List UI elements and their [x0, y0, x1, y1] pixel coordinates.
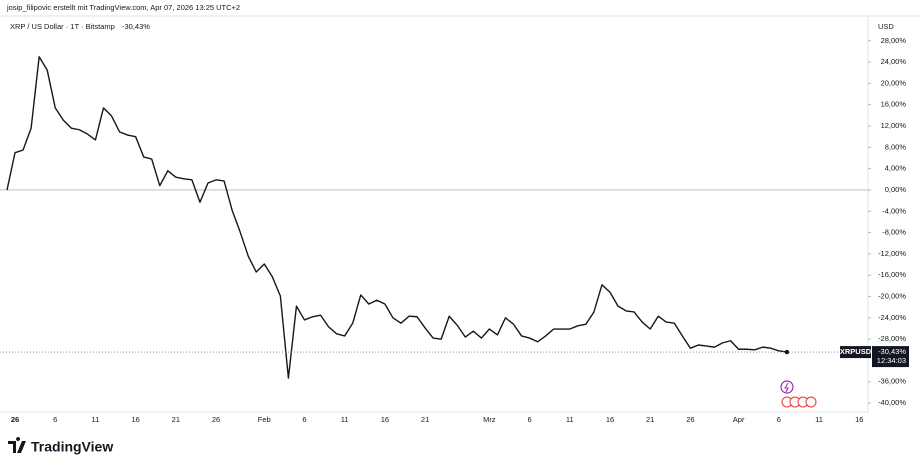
price-tag-time: 12:34:03 — [877, 356, 906, 365]
x-tick-label: 26 — [212, 415, 220, 424]
symbol-title: XRP / US Dollar · 1T · Bitstamp — [10, 22, 115, 31]
y-tick-label: -24,00% — [878, 313, 906, 322]
y-tick-label: 16,00% — [881, 100, 907, 109]
x-tick-label: Mrz — [483, 415, 496, 424]
x-tick-label: 6 — [777, 415, 781, 424]
price-tag-name-bg — [840, 346, 871, 359]
x-tick-label: 26 — [686, 415, 694, 424]
x-tick-label: 16 — [855, 415, 863, 424]
y-tick-label: 0,00% — [885, 185, 907, 194]
event-icon-bolt — [784, 382, 789, 393]
y-tick-label: -40,00% — [878, 398, 906, 407]
price-tag-name: XRPUSD — [840, 347, 872, 356]
y-tick-label: -8,00% — [882, 228, 906, 237]
x-tick-label: 6 — [302, 415, 306, 424]
x-tick-label: 16 — [131, 415, 139, 424]
x-tick-label: 6 — [528, 415, 532, 424]
y-tick-label: -4,00% — [882, 206, 906, 215]
event-icon[interactable] — [780, 380, 794, 394]
last-point — [784, 349, 790, 355]
x-tick-label: 21 — [172, 415, 180, 424]
symbol-change: -30,43% — [122, 22, 150, 31]
y-tick-label: 8,00% — [885, 142, 907, 151]
y-tick-label: -20,00% — [878, 292, 906, 301]
x-tick-label: 21 — [421, 415, 429, 424]
tv-logo[interactable]: TradingView — [8, 437, 113, 455]
x-tick-label: 11 — [566, 415, 574, 424]
x-tick-label: 11 — [815, 415, 823, 424]
y-tick-label: 20,00% — [881, 78, 907, 87]
x-tick-label: 11 — [341, 415, 349, 424]
currency: USD — [878, 22, 894, 31]
price-tag-bg — [872, 346, 909, 368]
x-tick-label: 6 — [53, 415, 57, 424]
y-tick-label: 12,00% — [881, 121, 907, 130]
y-tick-label: 24,00% — [881, 57, 907, 66]
logo-text: TradingView — [31, 439, 113, 455]
x-tick-label: 11 — [92, 415, 100, 424]
y-tick-label: -12,00% — [878, 249, 906, 258]
y-tick-label: -16,00% — [878, 270, 906, 279]
economic-events[interactable] — [781, 396, 817, 408]
x-tick-label: Feb — [258, 415, 271, 424]
price-tag-value: -30,43% — [878, 347, 906, 356]
y-tick-label: 28,00% — [881, 36, 907, 45]
y-tick-label: -28,00% — [878, 334, 906, 343]
x-tick-label: 21 — [646, 415, 654, 424]
credit: josip_filipovic erstellt mit TradingView… — [6, 3, 240, 12]
price-line — [6, 56, 787, 379]
y-tick-label: -36,00% — [878, 377, 906, 386]
x-tick-label: Apr — [733, 415, 745, 424]
x-tick-label: 16 — [606, 415, 614, 424]
y-tick-label: 4,00% — [885, 164, 907, 173]
x-tick-label: 16 — [381, 415, 389, 424]
x-tick-label: 26 — [11, 415, 19, 424]
